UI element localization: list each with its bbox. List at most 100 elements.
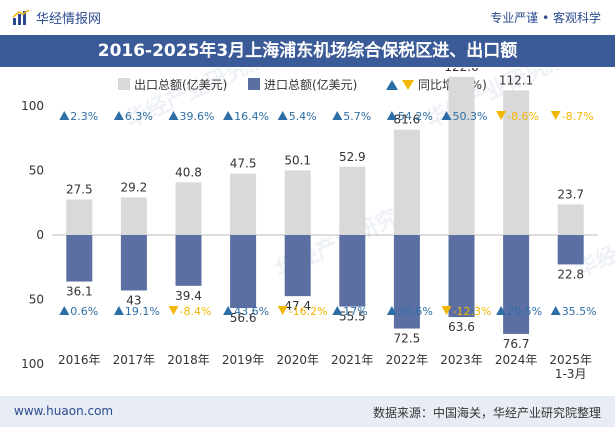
export-growth-label: -8.6% — [507, 110, 539, 123]
y-tick-label: 100 — [21, 357, 44, 371]
legend-import-label: 进口总额(亿美元) — [264, 77, 357, 92]
export-growth-up-icon — [168, 111, 179, 120]
legend-growth-down-icon — [402, 80, 414, 90]
import-bar — [557, 235, 584, 265]
legend-export-swatch — [118, 78, 130, 90]
export-value-label: 23.7 — [557, 187, 584, 201]
import-growth-up-icon — [59, 306, 70, 315]
slogan: 专业严谨 • 客观科学 — [490, 11, 601, 25]
import-bar — [503, 235, 530, 334]
footer-website: www.huaon.com — [14, 404, 114, 418]
export-bar — [339, 166, 366, 235]
import-growth-label: 0.6% — [70, 305, 98, 318]
export-value-label: 50.1 — [284, 153, 311, 167]
import-value-label: 47.4 — [284, 299, 311, 313]
y-tick-label: 100 — [21, 99, 44, 113]
x-tick-label: 2017年 — [113, 353, 156, 367]
export-value-label: 40.8 — [175, 165, 202, 179]
import-growth-label: 19.1% — [125, 305, 160, 318]
import-value-label: 39.4 — [175, 289, 202, 303]
export-growth-up-icon — [113, 111, 124, 120]
import-value-label: 76.7 — [503, 337, 530, 351]
x-tick-label: 2024年 — [495, 353, 538, 367]
export-bar — [175, 182, 202, 235]
import-bar — [393, 235, 420, 329]
footer-source: 数据来源：中国海关，华经产业研究院整理 — [372, 406, 601, 420]
footer: www.huaon.com 数据来源：中国海关，华经产业研究院整理 — [0, 396, 615, 427]
export-bar — [393, 129, 420, 235]
export-value-label: 52.9 — [339, 150, 366, 164]
y-tick-label: 50 — [29, 164, 44, 178]
export-bar — [230, 173, 257, 235]
export-value-label: 112.1 — [499, 73, 533, 87]
import-growth-down-icon — [441, 306, 452, 315]
export-value-label: 47.5 — [230, 157, 257, 171]
brand: 华经情报网 — [12, 8, 101, 27]
import-bar — [230, 235, 257, 309]
import-bar — [120, 235, 147, 291]
legend-export-label: 出口总额(亿美元) — [134, 77, 227, 92]
x-tick-label: 2020年 — [276, 353, 319, 367]
export-growth-up-icon — [59, 111, 70, 120]
import-bar — [339, 235, 366, 307]
export-growth-up-icon — [386, 111, 397, 120]
import-growth-up-icon — [550, 306, 561, 315]
export-bar — [120, 197, 147, 235]
import-growth-up-icon — [386, 306, 397, 315]
import-growth-up-icon — [223, 306, 234, 315]
export-bar — [66, 199, 93, 235]
x-tick-label: 2022年 — [386, 353, 429, 367]
export-growth-label: 16.4% — [234, 110, 269, 123]
export-growth-label: 2.3% — [70, 110, 98, 123]
brand-logo-icon — [12, 8, 30, 25]
import-bar — [175, 235, 202, 286]
export-bar — [284, 170, 311, 235]
import-growth-label: 20.5% — [507, 305, 542, 318]
x-tick-label: 2025年 — [549, 353, 592, 367]
export-growth-label: -8.7% — [562, 110, 594, 123]
import-growth-down-icon — [168, 306, 179, 315]
import-growth-up-icon — [113, 306, 124, 315]
x-tick-label: 2018年 — [167, 353, 210, 367]
import-growth-label: 17% — [343, 305, 367, 318]
import-value-label: 36.1 — [66, 285, 93, 299]
import-value-label: 63.6 — [448, 320, 475, 334]
export-growth-up-icon — [332, 111, 343, 120]
export-growth-label: 5.7% — [343, 110, 371, 123]
x-tick-label: 2023年 — [440, 353, 483, 367]
import-growth-label: 30.6% — [398, 305, 433, 318]
export-bar — [557, 204, 584, 235]
export-value-label: 27.5 — [66, 183, 93, 197]
import-growth-label: 43.6% — [234, 305, 269, 318]
export-growth-down-icon — [496, 111, 507, 120]
brand-name: 华经情报网 — [36, 12, 102, 27]
import-growth-label: -8.4% — [180, 305, 212, 318]
export-bar — [448, 76, 475, 235]
x-tick-label: 2016年 — [58, 353, 101, 367]
import-value-label: 56.6 — [230, 311, 257, 325]
import-growth-up-icon — [332, 306, 343, 315]
import-value-label: 22.8 — [557, 267, 584, 281]
export-growth-down-icon — [550, 111, 561, 120]
import-value-label: 72.5 — [394, 332, 421, 346]
y-tick-label: 50 — [29, 293, 44, 307]
y-tick-label: 0 — [36, 228, 44, 242]
import-growth-label: 35.5% — [562, 305, 597, 318]
import-growth-up-icon — [496, 306, 507, 315]
import-bar — [66, 235, 93, 282]
export-growth-up-icon — [277, 111, 288, 120]
export-value-label: 122.6 — [444, 68, 478, 74]
legend-import-swatch — [248, 78, 260, 90]
x-tick-label: 2019年 — [222, 353, 265, 367]
export-growth-label: 39.6% — [180, 110, 215, 123]
import-value-label: 55.5 — [339, 310, 366, 324]
export-growth-label: 5.4% — [289, 110, 317, 123]
chart-title: 2016-2025年3月上海浦东机场综合保税区进、出口额 — [0, 35, 615, 67]
export-bar — [503, 90, 530, 236]
x-tick-label: 1-3月 — [555, 367, 587, 381]
chart-area: 华经产业研究院华经产业研究院华经产业研究院华经产业研究院出口总额(亿美元)进口总… — [21, 68, 615, 381]
export-value-label: 29.2 — [121, 180, 148, 194]
import-bar — [284, 235, 311, 297]
import-value-label: 43 — [126, 293, 141, 307]
legend-growth-up-icon — [386, 80, 398, 90]
